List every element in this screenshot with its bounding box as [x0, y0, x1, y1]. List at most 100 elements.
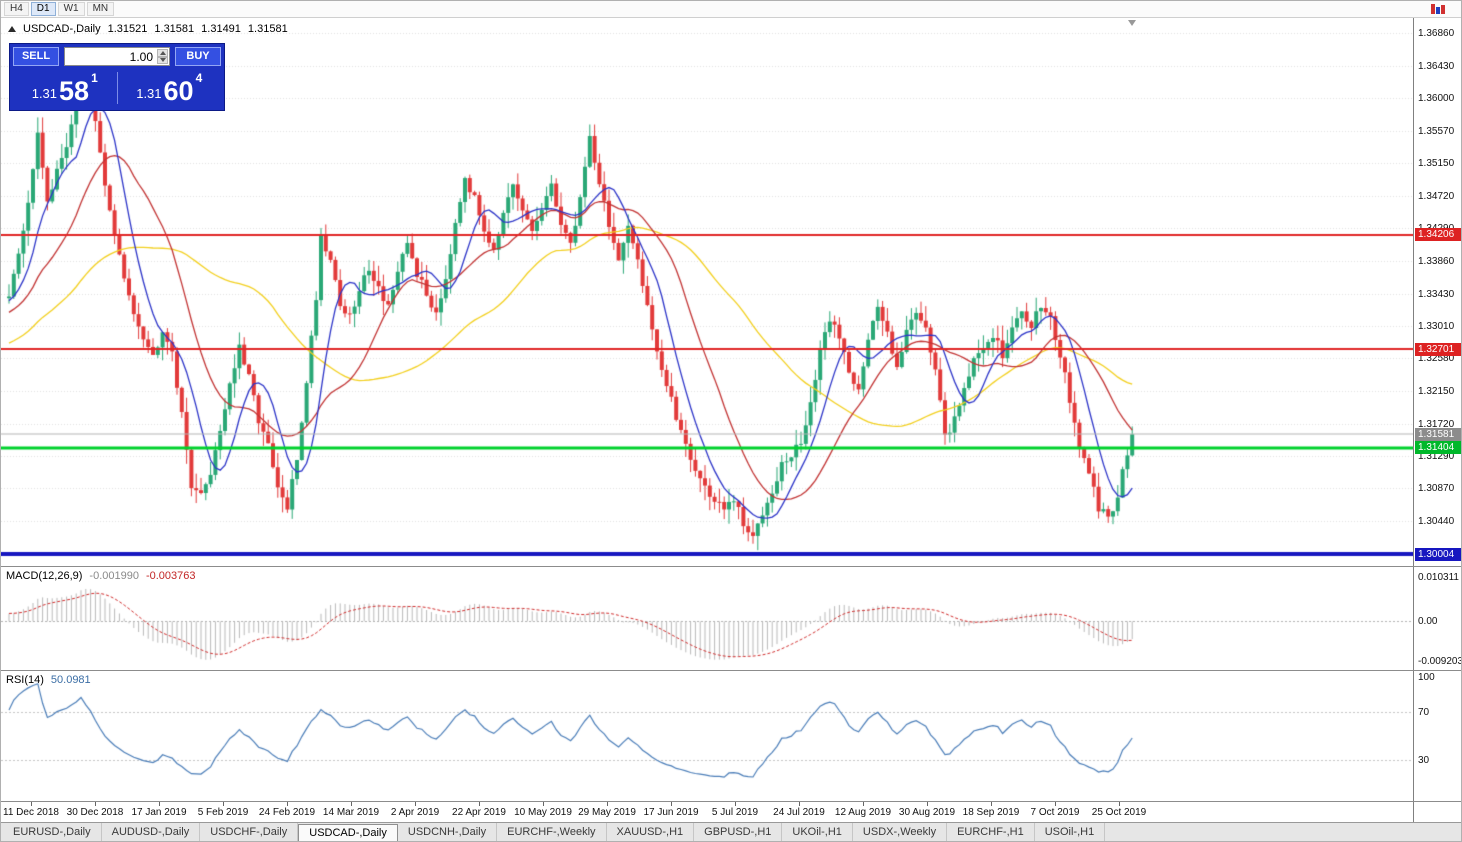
timeframe-buttons: H4 D1 W1 MN	[4, 1, 116, 17]
time-tick	[415, 802, 416, 806]
timeframe-toolbar: H4 D1 W1 MN	[1, 1, 1461, 18]
buy-button[interactable]: BUY	[175, 47, 221, 66]
time-axis-label: 5 Jul 2019	[711, 807, 759, 818]
time-axis-label: 2 Apr 2019	[390, 807, 440, 818]
chart-tab-eurchf-h1[interactable]: EURCHF-,H1	[947, 823, 1035, 841]
rsi-panel-separator[interactable]	[1, 670, 1461, 671]
rsi-axis-label: 70	[1418, 707, 1430, 719]
price-axis-label: 1.35570	[1418, 126, 1455, 138]
chart-tab-usdx-weekly[interactable]: USDX-,Weekly	[853, 823, 948, 841]
macd-axis-label: 0.010311	[1418, 571, 1459, 583]
price-badge-support-green: 1.31404	[1415, 441, 1461, 455]
time-axis-label: 25 Oct 2019	[1091, 807, 1147, 818]
time-axis-label: 30 Dec 2018	[66, 807, 124, 818]
time-tick	[991, 802, 992, 806]
sell-price-pips: 58	[59, 76, 90, 106]
time-axis-separator	[1, 801, 1461, 802]
volume-value: 1.00	[129, 49, 153, 64]
spinner-down-icon[interactable]	[157, 56, 168, 64]
symbol-header: USDCAD-,Daily 1.31521 1.31581 1.31491 1.…	[8, 23, 288, 35]
sell-price-point: 1	[91, 71, 98, 85]
rsi-panel-canvas[interactable]	[1, 671, 1413, 801]
time-axis-label: 5 Feb 2019	[197, 807, 249, 818]
chart-tab-usdcad-daily[interactable]: USDCAD-,Daily	[298, 824, 398, 841]
quote-high: 1.31581	[154, 23, 195, 35]
quote-close: 1.31581	[247, 23, 288, 35]
rsi-title: RSI(14)	[6, 674, 44, 686]
time-axis-label: 12 Aug 2019	[834, 807, 892, 818]
chart-tab-usdcnh-daily[interactable]: USDCNH-,Daily	[398, 823, 498, 841]
volume-input[interactable]: 1.00	[64, 47, 170, 66]
chart-tab-usoil-h1[interactable]: USOil-,H1	[1035, 823, 1106, 841]
chart-tab-eurusd-daily[interactable]: EURUSD-,Daily	[3, 823, 102, 841]
symbol-name: USDCAD-,Daily	[23, 23, 101, 35]
macd-title: MACD(12,26,9)	[6, 570, 83, 582]
time-tick	[671, 802, 672, 806]
chart-tab-xauusd-h1[interactable]: XAUUSD-,H1	[607, 823, 695, 841]
chart-tab-usdchf-daily[interactable]: USDCHF-,Daily	[200, 823, 299, 841]
time-axis-label: 24 Jul 2019	[773, 807, 825, 818]
macd-panel-separator[interactable]	[1, 566, 1461, 567]
chart-tab-audusd-daily[interactable]: AUDUSD-,Daily	[102, 823, 201, 841]
time-axis-label: 17 Jan 2019	[131, 807, 187, 818]
collapse-trade-panel-icon[interactable]	[8, 26, 16, 32]
price-axis-label: 1.31720	[1418, 418, 1455, 430]
price-axis-label: 1.30870	[1418, 483, 1455, 495]
time-tick	[223, 802, 224, 806]
price-axis[interactable]: 1.36860 1.36430 1.36000 1.35570 1.35150 1.347…	[1413, 18, 1462, 822]
time-axis-label: 10 May 2019	[514, 807, 572, 818]
time-tick	[863, 802, 864, 806]
time-tick	[735, 802, 736, 806]
time-tick	[927, 802, 928, 806]
rsi-label: RSI(14) 50.0981	[6, 674, 91, 686]
time-tick	[351, 802, 352, 806]
time-axis-label: 22 Apr 2019	[452, 807, 506, 818]
time-tick	[95, 802, 96, 806]
price-axis-label: 1.33860	[1418, 256, 1455, 268]
timeframe-w1[interactable]: W1	[57, 2, 85, 16]
quote-low: 1.31491	[201, 23, 241, 35]
spinner-up-icon[interactable]	[157, 49, 168, 57]
macd-axis-label: -0.009203	[1418, 656, 1462, 668]
price-chart-canvas[interactable]	[1, 18, 1413, 567]
time-axis-label: 7 Oct 2019	[1030, 807, 1080, 818]
price-axis-label: 1.36430	[1418, 60, 1455, 72]
chart-tab-gbpusd-h1[interactable]: GBPUSD-,H1	[694, 823, 783, 841]
buy-price-prefix: 1.31	[136, 86, 162, 101]
time-tick	[287, 802, 288, 806]
rsi-axis-label: 100	[1418, 672, 1435, 683]
price-badge-current-price: 1.31581	[1415, 427, 1461, 441]
price-badge-resistance-upper: 1.34206	[1415, 228, 1461, 242]
one-click-trading-panel: SELL 1.00 BUY 1.31 58 1 1.31 60 4	[9, 43, 225, 111]
time-axis-label: 24 Feb 2019	[258, 807, 316, 818]
time-tick	[607, 802, 608, 806]
sell-button[interactable]: SELL	[13, 47, 59, 66]
time-tick	[1055, 802, 1056, 806]
price-axis-label: 1.32580	[1418, 353, 1455, 365]
chart-tab-eurchf-weekly[interactable]: EURCHF-,Weekly	[497, 823, 607, 841]
sell-price[interactable]: 1.31 58 1	[13, 69, 117, 107]
time-axis-label: 17 Jun 2019	[643, 807, 699, 818]
timeframe-h4[interactable]: H4	[4, 2, 29, 16]
price-divider	[116, 72, 118, 104]
time-axis[interactable]: 11 Dec 2018 30 Dec 2018 17 Jan 2019 5 Feb 2…	[1, 801, 1413, 822]
macd-main-value: -0.001990	[89, 570, 139, 582]
timeframe-mn[interactable]: MN	[86, 2, 115, 16]
time-tick	[479, 802, 480, 806]
price-axis-label: 1.36860	[1418, 27, 1455, 39]
timeframe-d1[interactable]: D1	[30, 2, 56, 16]
buy-price-pips: 60	[163, 76, 194, 106]
volume-spinner[interactable]	[157, 49, 168, 64]
chart-tab-ukoil-h1[interactable]: UKOil-,H1	[782, 823, 853, 841]
macd-label: MACD(12,26,9) -0.001990 -0.003763	[6, 570, 196, 582]
time-axis-label: 30 Aug 2019	[898, 807, 956, 818]
time-axis-label: 14 Mar 2019	[322, 807, 380, 818]
window-icon	[1431, 4, 1447, 14]
price-axis-label: 1.31290	[1418, 451, 1455, 463]
price-badge-resistance-lower: 1.32701	[1415, 342, 1461, 356]
quote-open: 1.31521	[107, 23, 148, 35]
buy-price[interactable]: 1.31 60 4	[118, 69, 222, 107]
macd-panel-canvas[interactable]	[1, 567, 1413, 671]
price-badge-floor-blue: 1.30004	[1415, 547, 1461, 561]
